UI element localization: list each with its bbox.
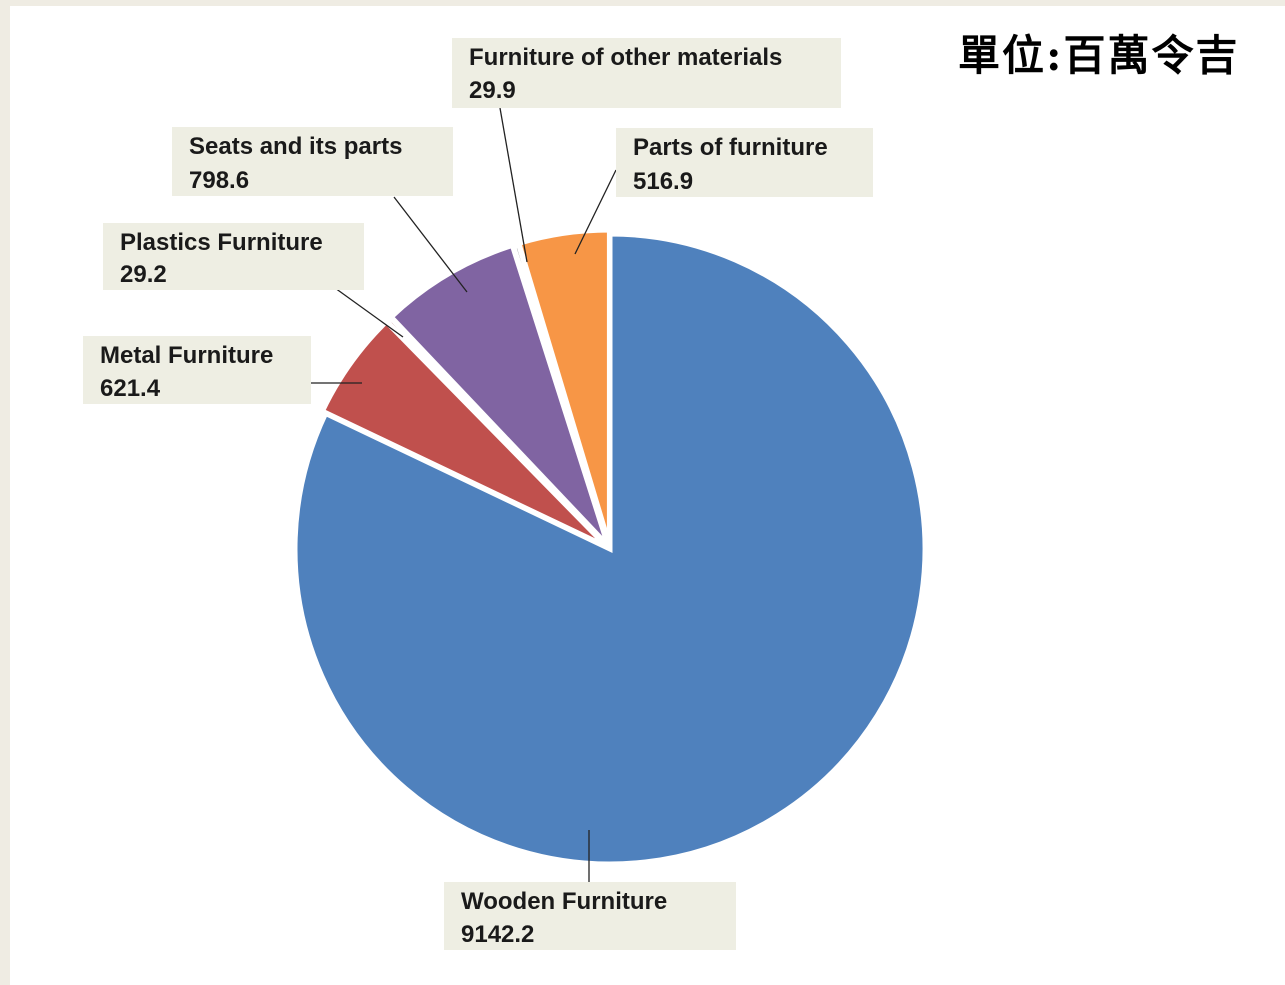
unit-label: 單位:百萬令吉	[958, 31, 1240, 80]
data-label-wooden-furniture: Wooden Furniture 9142.2	[444, 882, 736, 950]
slice-value: 29.2	[120, 261, 167, 288]
data-label-metal-furniture: Metal Furniture 621.4	[83, 336, 311, 404]
leader-line-furniture-of-other-materials	[499, 107, 528, 263]
slice-value: 9142.2	[461, 921, 534, 948]
label-box	[452, 38, 841, 108]
label-box	[172, 127, 453, 196]
slices-layer	[292, 227, 928, 867]
leader-line-parts-of-furniture	[574, 169, 617, 255]
slice-value: 29.9	[469, 77, 516, 104]
data-label-plastics-furniture: Plastics Furniture 29.2	[103, 223, 364, 290]
pie-slice-wooden-furniture	[292, 231, 928, 867]
leaders-layer	[311, 107, 617, 882]
labels-layer: Wooden Furniture 9142.2 Metal Furniture 621…	[83, 38, 873, 950]
pie-slice-seats-and-its-parts	[387, 242, 611, 548]
slice-value: 516.9	[633, 168, 693, 195]
label-box	[83, 336, 311, 404]
slice-value: 621.4	[100, 375, 161, 402]
label-box	[103, 223, 364, 290]
data-label-parts-of-furniture: Parts of furniture 516.9	[616, 128, 873, 197]
slice-value: 798.6	[189, 167, 249, 194]
slice-name: Furniture of other materials	[469, 44, 782, 71]
leader-line-seats-and-its-parts	[393, 196, 468, 293]
slice-name: Parts of furniture	[633, 134, 828, 161]
data-label-seats-and-its-parts: Seats and its parts 798.6	[172, 127, 453, 196]
label-box	[444, 882, 736, 950]
leader-line-plastics-furniture	[334, 287, 404, 338]
pie-slice-parts-of-furniture	[515, 227, 612, 546]
slice-name: Seats and its parts	[189, 133, 402, 160]
slice-name: Metal Furniture	[100, 342, 273, 369]
slice-name: Plastics Furniture	[120, 229, 323, 256]
label-box	[616, 128, 873, 197]
slice-name: Wooden Furniture	[461, 888, 667, 915]
data-label-furniture-of-other-materials: Furniture of other materials 29.9	[452, 38, 841, 108]
